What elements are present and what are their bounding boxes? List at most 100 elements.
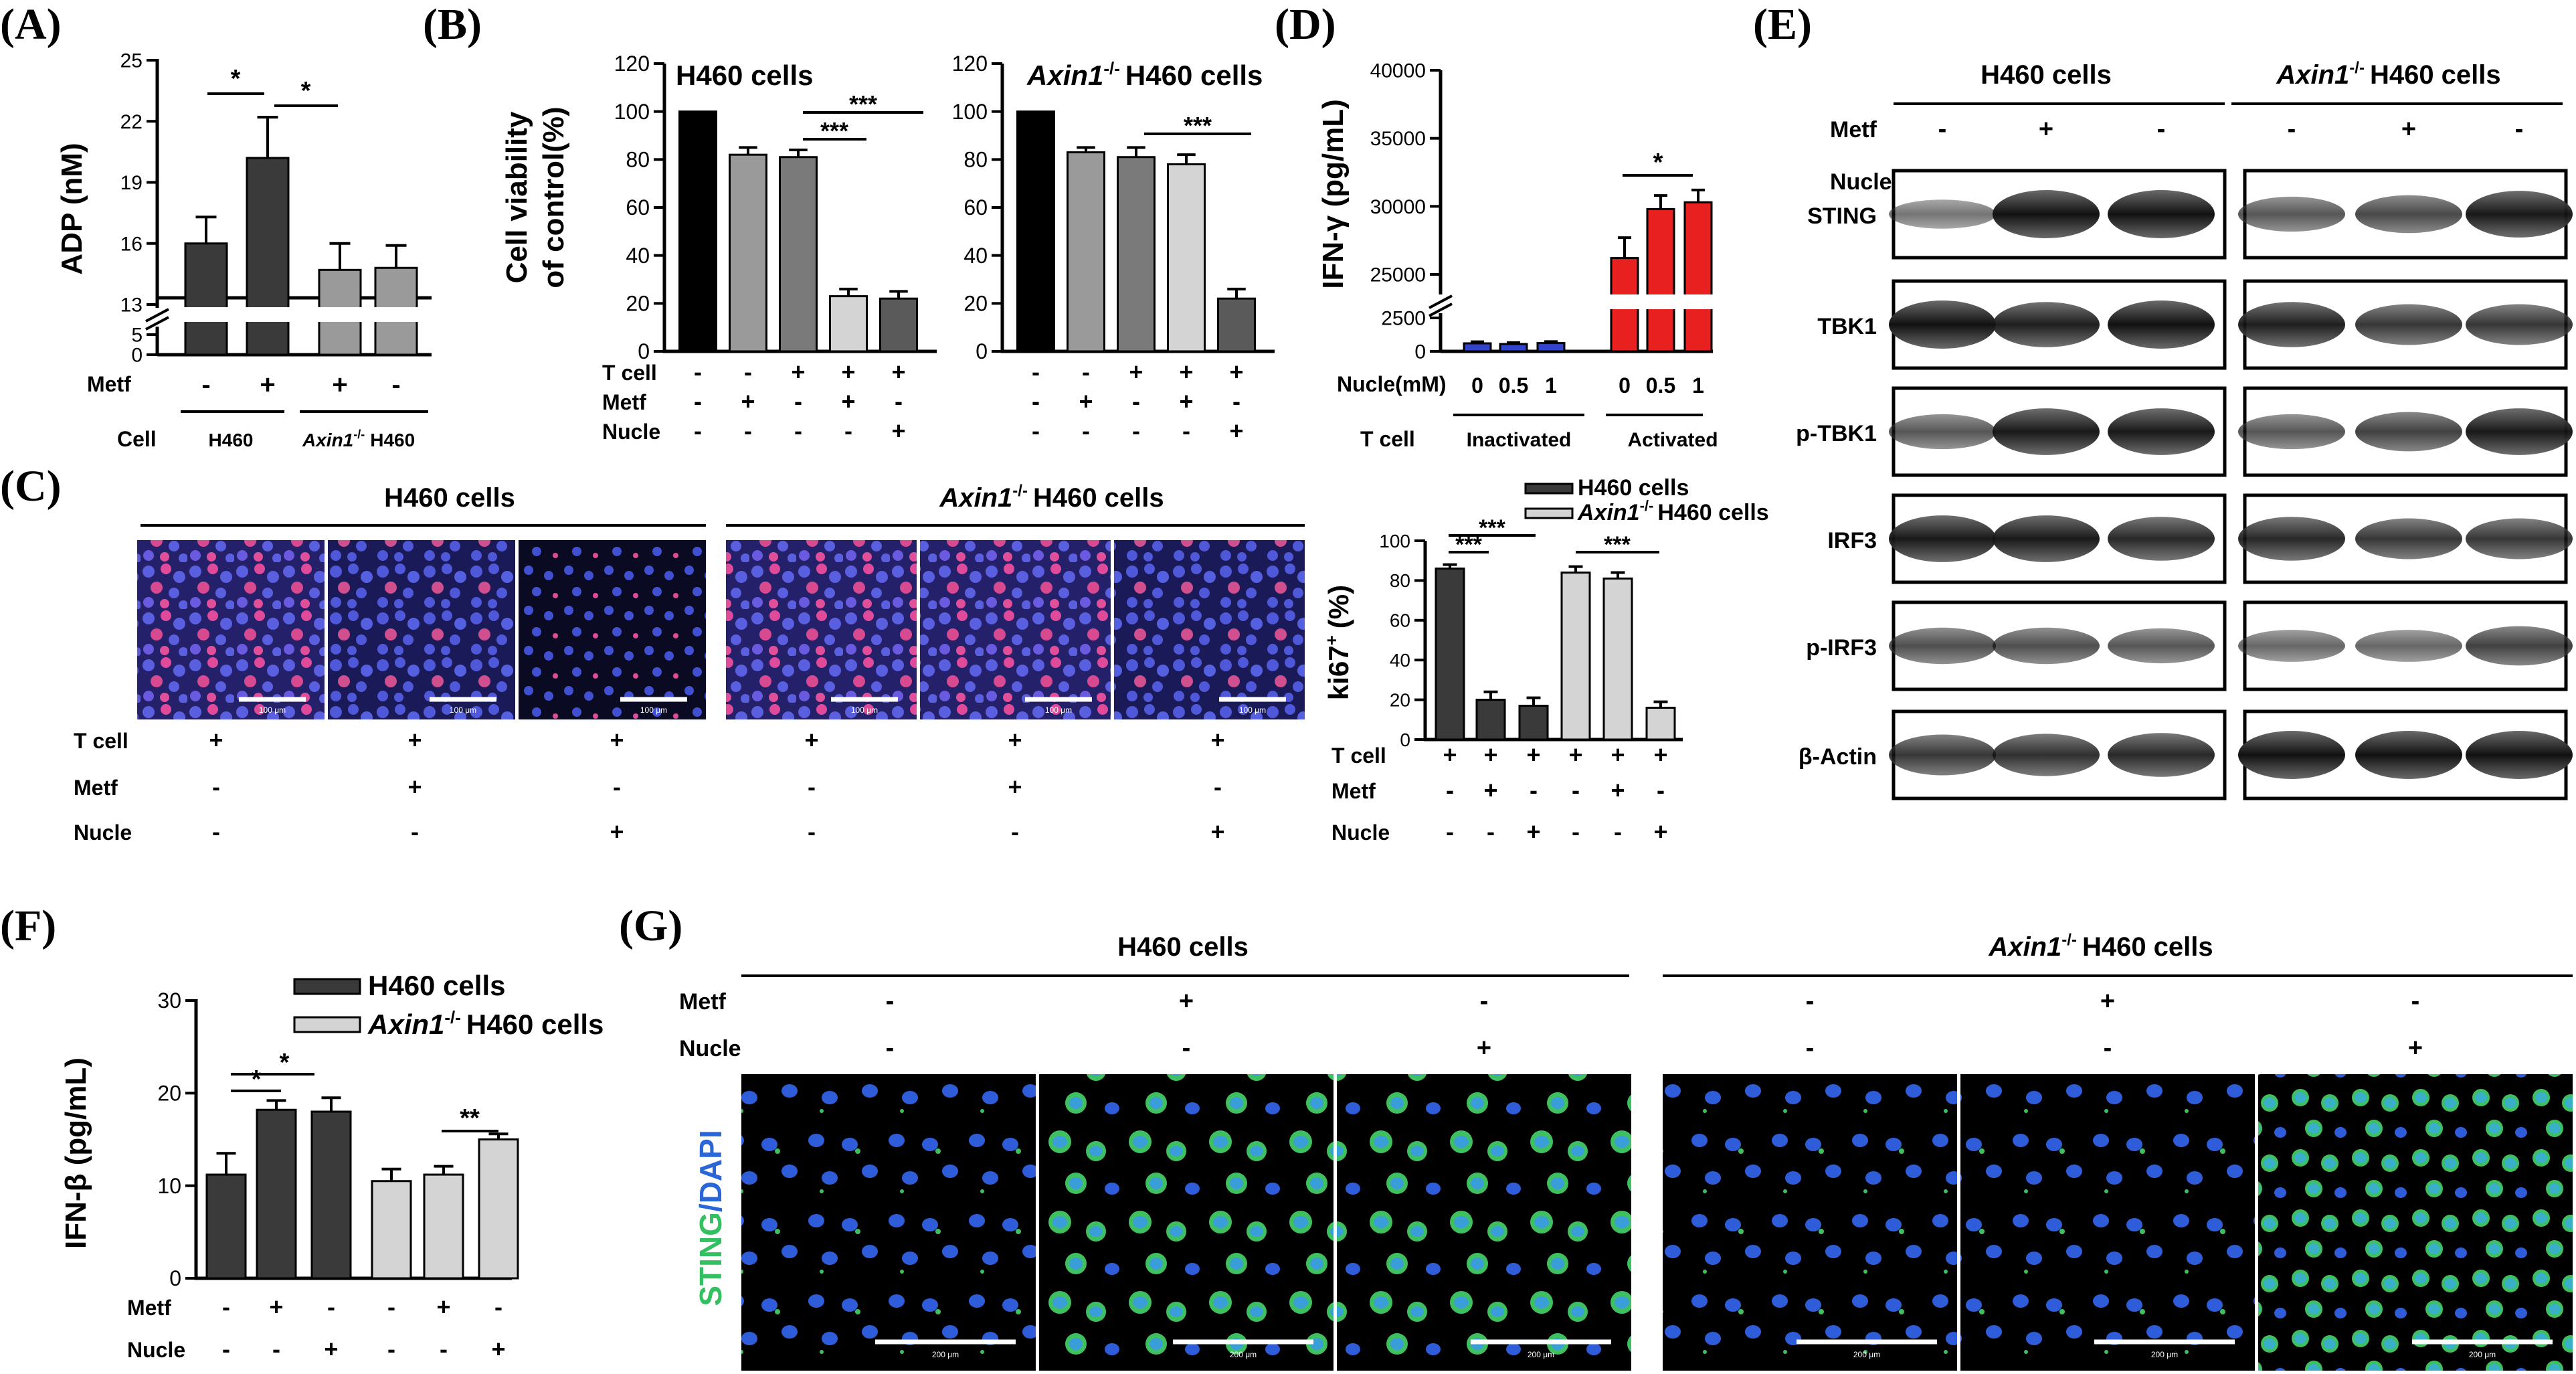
panel-a-group-1: H460: [209, 430, 254, 450]
panel-g-title-2-sup: -/-: [2061, 931, 2077, 949]
panel-a-bar-1: [246, 157, 290, 356]
panel-f-sign-0-4: +: [436, 1293, 450, 1320]
panel-f-sign-0-5: -: [494, 1293, 502, 1320]
panel-f-ytick-label-2: 20: [157, 1082, 181, 1106]
panel-c-legend-1: H460 cells: [1578, 475, 1689, 501]
panel-g-row-label-1: Nucle: [679, 1036, 741, 1061]
panel-c-legend-swatch-1: [1524, 483, 1574, 495]
panel-e-blot-label-4: p-IRF3: [1806, 635, 1877, 661]
panel-b-sign-2-7: -: [1132, 417, 1140, 444]
panel-c-image-5: [920, 540, 1111, 719]
panel-f-sign-1-3: -: [387, 1335, 395, 1363]
panel-c-sign-0-1: +: [407, 726, 422, 754]
panel-g-scale-text-2: 200 μm: [1528, 1350, 1554, 1359]
panel-c-ki-yticks: 0 20 40 60 80 100: [1379, 531, 1425, 750]
panel-c-sign-0-3: +: [804, 726, 818, 754]
panel-e-blot-label-1: TBK1: [1817, 314, 1877, 339]
panel-e-sign-0-1: +: [2039, 115, 2053, 143]
panel-a-cell-label: Cell: [117, 427, 157, 451]
panel-d-bar-1: [1499, 343, 1528, 353]
panel-f-bar-4: [423, 1173, 464, 1280]
panel-c-sign-2-0: -: [212, 818, 220, 845]
panel-b-sign-0-7: +: [1129, 358, 1143, 385]
panel-a-group-2-name: H460: [370, 430, 415, 450]
panel-c-legend-2-name: H460 cells: [1657, 500, 1768, 525]
panel-c-scale-text-3: 100 μm: [851, 705, 878, 715]
panel-b-sign-1-2: -: [794, 388, 802, 415]
panel-e-title-2-sup: -/-: [2349, 59, 2365, 77]
panel-g-sign-1-4: -: [2104, 1034, 2112, 1062]
panel-g-image-5: [1960, 1074, 2255, 1371]
panel-b2-title-sup: -/-: [1103, 58, 1120, 78]
panel-d-xvalue-1: 0.5: [1499, 373, 1528, 398]
panel-c-sign-2-5: +: [1210, 818, 1224, 845]
panel-e-band-4-3: [2238, 630, 2345, 662]
panel-c-ki-sign-0-3: +: [1568, 741, 1582, 768]
panel-f-star-3: **: [460, 1104, 480, 1132]
panel-f-sign-1-0: -: [222, 1335, 230, 1363]
panel-f-row-label-0: Metf: [127, 1296, 171, 1320]
panel-g-title-2: Axin1-/- H460 cells: [1988, 931, 2213, 962]
panel-e-band-0-5: [2466, 191, 2573, 238]
panel-g-sign-0-1: +: [1179, 987, 1194, 1015]
panel-c-image-4: [726, 540, 917, 719]
panel-c-scalebars: 100 μm 100 μm 100 μm 100 μm 100 μm 100 μm: [239, 697, 1286, 715]
panel-f-ytick-label-0: 0: [169, 1266, 181, 1290]
panel-d-group-2: Activated: [1627, 429, 1718, 451]
panel-g-row-label-0: Metf: [679, 989, 727, 1015]
panel-a-break-mark-1: [145, 308, 169, 323]
panel-a-group-2-prefix: Axin1: [302, 430, 353, 450]
panel-e-band-1-5: [2466, 304, 2573, 345]
panel-e-band-2-5: [2466, 408, 2573, 455]
panel-d-xvalues: 0 0.5 1 0 0.5 1: [1471, 373, 1704, 398]
panel-b-sign-1-5: -: [1032, 388, 1040, 415]
panel-b-sign-1-6: +: [1079, 388, 1093, 415]
panel-b-sign-1-8: +: [1179, 388, 1193, 415]
panel-b1-bars: [678, 110, 918, 353]
panel-c-sign-2-2: +: [610, 818, 624, 845]
panel-b-sign-0-4: +: [891, 358, 905, 385]
panel-c-sign-1-1: +: [407, 773, 422, 800]
panel-c-legend-2: Axin1-/- H460 cells: [1577, 497, 1769, 525]
panel-g-scale-text-4: 200 μm: [2151, 1350, 2178, 1359]
panel-c-sign-1-4: +: [1008, 773, 1022, 800]
panel-c-title-2: Axin1-/- H460 cells: [939, 482, 1164, 513]
panel-c-condition-rows: T cell + + + + + + Metf - + - - + - Nucle - - + - - +: [74, 726, 1225, 845]
panel-f-legend-2: Axin1-/- H460 cells: [367, 1007, 604, 1040]
panel-e-blot-label-3: IRF3: [1827, 528, 1877, 553]
panel-f-bar-1: [256, 1108, 297, 1280]
panel-c-legend-2-prefix: Axin1: [1577, 500, 1640, 525]
panel-c-sign-2-4: -: [1011, 818, 1019, 845]
panel-e-row-label-1: Nucle: [1830, 169, 1892, 195]
panel-g-sign-0-2: -: [1480, 987, 1489, 1015]
panel-d-ytick-label-0: 0: [1414, 341, 1426, 363]
panel-e-band-1-4: [2355, 304, 2462, 345]
panel-c-ki-bar-2: [1518, 705, 1549, 741]
panel-g-title-1: H460 cells: [1117, 932, 1249, 962]
panel-b-sign-2-9: +: [1229, 417, 1243, 444]
panel-b2-title-name: H460 cells: [1125, 60, 1263, 91]
panel-f-ytick-label-3: 30: [157, 989, 181, 1013]
panel-d-yticks: 0 2500 25000 30000 35000 40000: [1370, 60, 1441, 363]
panel-b-sign-1-0: -: [694, 388, 702, 415]
panel-g-side-label: STING/DAPI: [693, 1130, 728, 1306]
panel-e-title-1: H460 cells: [1981, 60, 2112, 90]
panel-a-metf-label: Metf: [87, 372, 131, 396]
panel-d-break-mark-1: [1429, 294, 1453, 309]
panel-c-row-label-1: Metf: [74, 776, 118, 800]
panel-f-sign-1-5: +: [491, 1335, 505, 1363]
panel-b-sign-1-4: -: [895, 388, 903, 415]
panel-a-ytick-label-1: 5: [131, 325, 143, 347]
panel-c-sign-1-5: -: [1214, 773, 1222, 800]
panel-d-ytick-label-4: 35000: [1370, 128, 1426, 150]
panel-d-star: *: [1653, 149, 1663, 177]
panel-d-bars: [1463, 188, 1716, 353]
panel-e-band-0-0: [1889, 199, 1996, 229]
panel-b2-ytick-label-1: 20: [963, 292, 988, 316]
panel-d-xvalue-2: 1: [1545, 373, 1557, 398]
panel-c-ki-bar-4: [1602, 577, 1633, 741]
panel-f-sign-1-4: -: [440, 1335, 448, 1363]
panel-c-ki-sign-1-3: -: [1572, 776, 1580, 804]
panel-f: IFN-β (pg/mL) 0 10 20 30 H460 cells Axin1-/…: [60, 970, 604, 1363]
panel-b1-ytick-label-0: 0: [638, 339, 650, 363]
